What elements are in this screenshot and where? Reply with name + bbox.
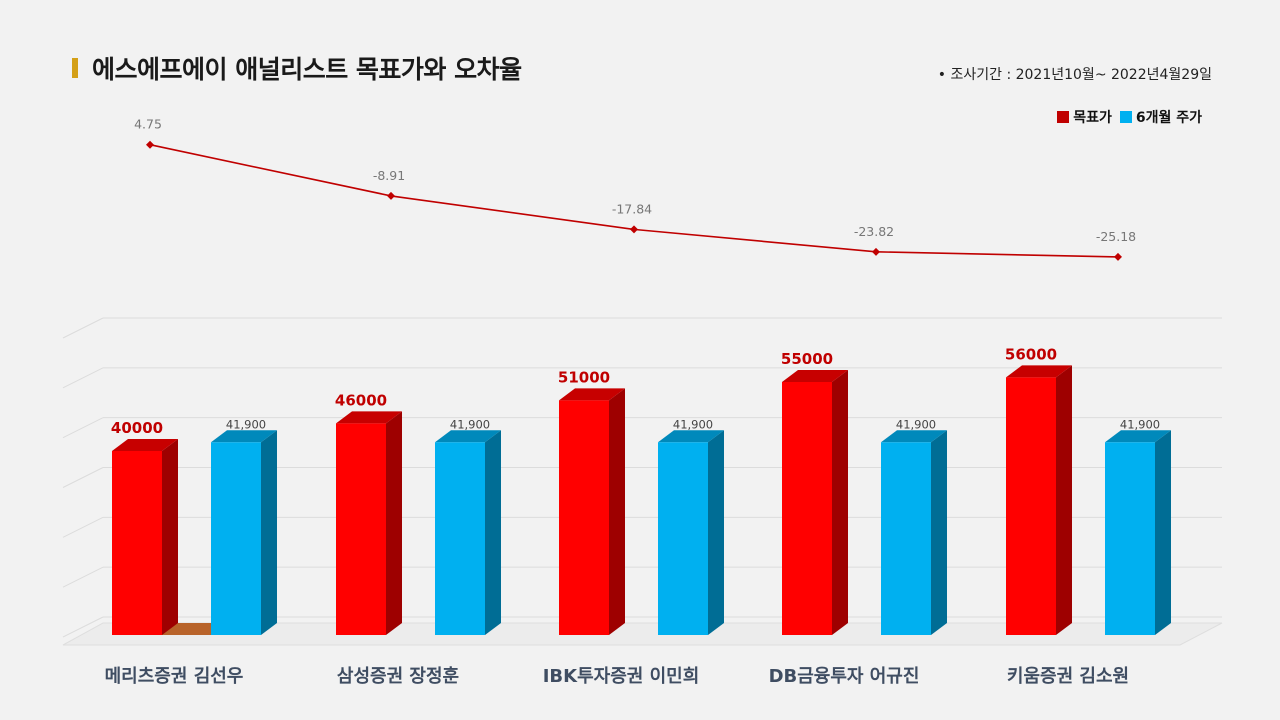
- error-rate-marker: [1114, 252, 1122, 261]
- target-price-bar: [1006, 365, 1072, 635]
- category-label: 키움증권 김소원: [1007, 666, 1129, 687]
- stock-value-label: 41,900: [896, 417, 936, 431]
- target-price-bar: [336, 411, 402, 635]
- gridline-side: [62, 566, 104, 588]
- stock-value-label: 41,900: [450, 417, 490, 431]
- gridline-side: [62, 516, 104, 538]
- stock-value-label: 41,900: [1120, 417, 1160, 431]
- stock-price-bar: [1105, 430, 1171, 635]
- error-rate-marker: [387, 191, 395, 200]
- legend-label-target: 목표가: [1073, 110, 1112, 126]
- stock-price-bar: [211, 430, 277, 635]
- gridline-side: [62, 317, 104, 339]
- page-title: 에스에프에이 애널리스트 목표가와 오차율: [92, 55, 522, 84]
- target-value-label: 55000: [781, 350, 833, 368]
- error-rate-marker: [146, 140, 154, 149]
- stock-value-label: 41,900: [226, 417, 266, 431]
- stock-price-bar: [881, 430, 947, 635]
- stock-value-label: 41,900: [673, 417, 713, 431]
- target-value-label: 40000: [111, 419, 163, 437]
- target-value-label: 51000: [558, 368, 610, 386]
- legend-item-target: 목표가: [1057, 107, 1112, 127]
- legend-label-stock: 6개월 주가: [1135, 110, 1202, 126]
- target-price-bar: [112, 439, 178, 635]
- error-rate-label: -17.84: [612, 201, 652, 216]
- target-value-label: 56000: [1005, 345, 1057, 363]
- chart-legend: 목표가 6개월 주가: [1049, 107, 1202, 127]
- category-label: 메리츠증권 김선우: [105, 666, 244, 687]
- category-label: IBK투자증권 이민희: [543, 666, 700, 687]
- stock-price-bar: [658, 430, 724, 635]
- target-price-bar: [782, 370, 848, 635]
- target-price-bar: [559, 388, 625, 635]
- error-rate-label: -8.91: [373, 168, 405, 183]
- category-label: DB금융투자 어규진: [769, 666, 920, 687]
- legend-item-stock: 6개월 주가: [1119, 107, 1202, 127]
- target-value-label: 46000: [335, 391, 387, 409]
- gridline-side: [62, 417, 104, 439]
- error-rate-label: 4.75: [134, 117, 162, 132]
- error-rate-label: -25.18: [1096, 229, 1136, 244]
- gridline-side: [62, 367, 104, 389]
- survey-period: • 조사기간 : 2021년10월~ 2022년4월29일: [937, 67, 1212, 83]
- gridline-side: [62, 467, 104, 488]
- stock-price-bar: [435, 430, 501, 635]
- error-rate-marker: [630, 225, 638, 234]
- legend-swatch-stock: [1119, 111, 1132, 123]
- bar-connector: [162, 623, 211, 635]
- error-rate-marker: [872, 247, 880, 256]
- title-accent-bar: [72, 58, 78, 78]
- title-area: 에스에프에이 애널리스트 목표가와 오차율: [72, 50, 522, 86]
- category-label: 삼성증권 장정훈: [337, 665, 459, 687]
- gridline-side: [62, 616, 104, 638]
- legend-swatch-target: [1057, 111, 1070, 123]
- error-rate-label: -23.82: [854, 224, 894, 239]
